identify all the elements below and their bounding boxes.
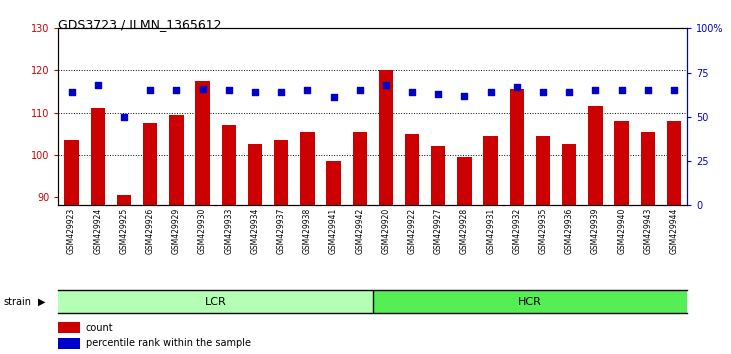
Bar — [169, 115, 183, 205]
Bar — [326, 161, 341, 205]
Text: ▶: ▶ — [38, 297, 45, 307]
Bar — [117, 195, 131, 205]
Bar — [58, 338, 80, 349]
Point — [564, 89, 575, 95]
Text: strain: strain — [4, 297, 31, 307]
Point — [249, 89, 261, 95]
Bar — [379, 70, 393, 205]
Text: LCR: LCR — [205, 297, 227, 307]
Point — [642, 87, 654, 93]
Bar — [431, 146, 445, 205]
Bar — [58, 322, 80, 333]
Bar — [274, 140, 288, 205]
Bar — [352, 132, 367, 205]
Point — [197, 86, 208, 91]
Point — [380, 82, 392, 88]
Point — [354, 87, 366, 93]
Point — [92, 82, 104, 88]
Point — [276, 89, 287, 95]
Bar — [373, 290, 687, 313]
Bar — [458, 157, 471, 205]
Point — [144, 87, 156, 93]
Bar — [248, 144, 262, 205]
Point — [458, 93, 470, 98]
Point — [590, 87, 602, 93]
Bar — [143, 123, 157, 205]
Bar — [588, 106, 602, 205]
Bar — [510, 90, 524, 205]
Point — [66, 89, 77, 95]
Point — [406, 89, 418, 95]
Text: percentile rank within the sample: percentile rank within the sample — [86, 338, 251, 348]
Bar — [536, 136, 550, 205]
Point — [327, 95, 339, 100]
Bar — [195, 81, 210, 205]
Point — [537, 89, 549, 95]
Point — [223, 87, 235, 93]
Bar — [221, 125, 236, 205]
Point — [616, 87, 627, 93]
Bar — [91, 108, 105, 205]
Bar — [562, 144, 577, 205]
Text: GDS3723 / ILMN_1365612: GDS3723 / ILMN_1365612 — [58, 18, 222, 31]
Point — [668, 87, 680, 93]
Bar — [640, 132, 655, 205]
Bar — [405, 134, 420, 205]
Bar — [300, 132, 314, 205]
Point — [118, 114, 130, 120]
Point — [511, 84, 523, 90]
Bar — [64, 140, 79, 205]
Bar — [483, 136, 498, 205]
Bar — [667, 121, 681, 205]
Point — [485, 89, 496, 95]
Text: count: count — [86, 322, 113, 332]
Point — [301, 87, 313, 93]
Text: HCR: HCR — [518, 297, 542, 307]
Bar — [615, 121, 629, 205]
Bar — [58, 290, 373, 313]
Point — [170, 87, 182, 93]
Point — [433, 91, 444, 97]
